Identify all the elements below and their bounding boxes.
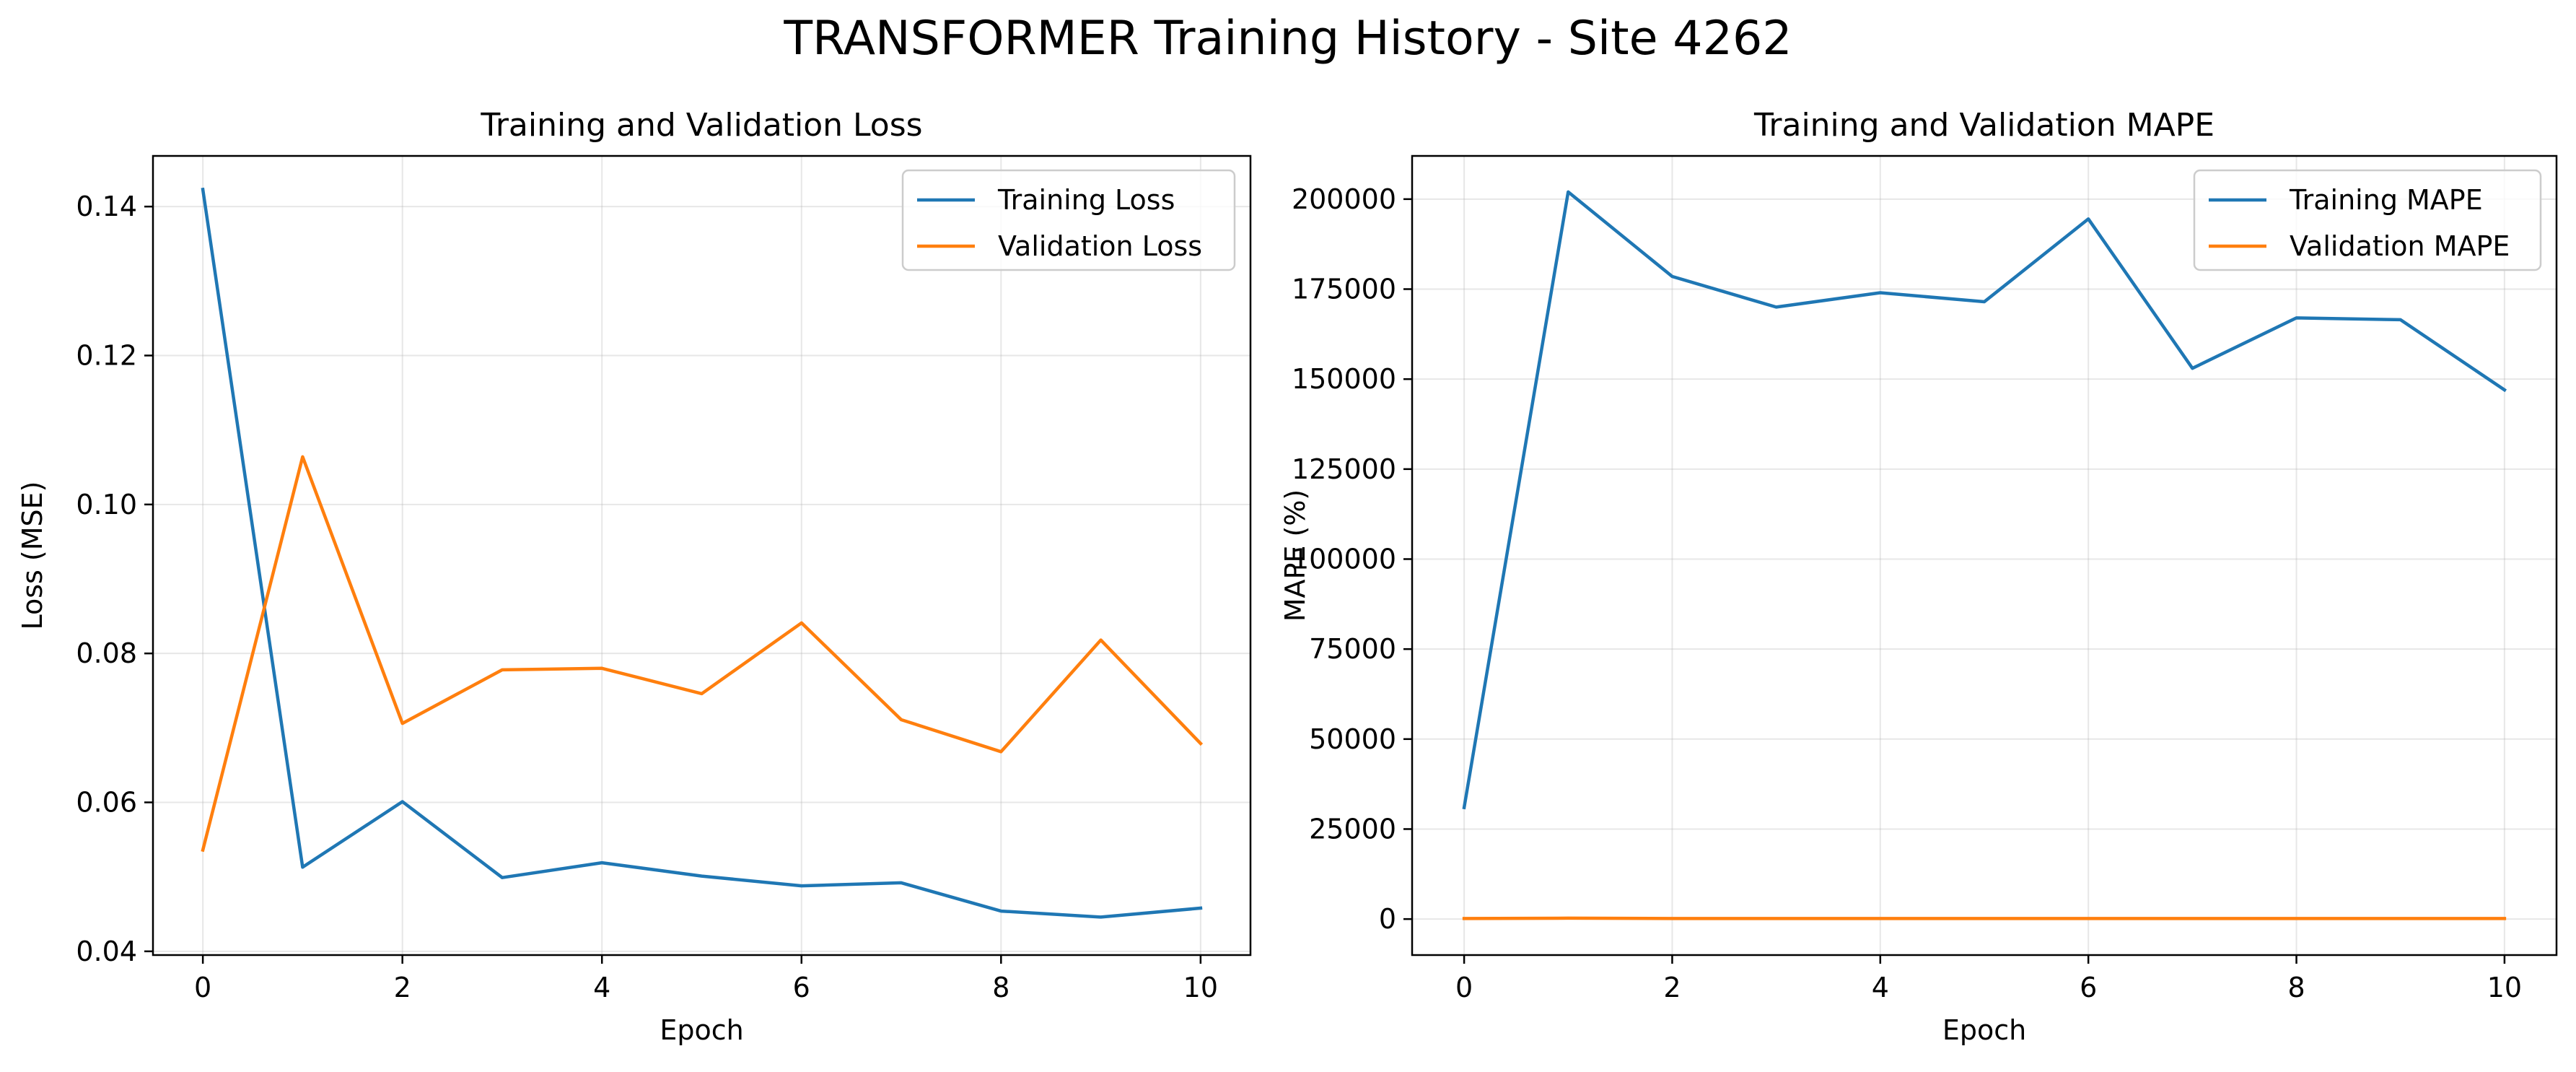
y-tick-label: 25000	[1309, 813, 1396, 845]
y-tick-label: 175000	[1292, 274, 1396, 305]
y-tick-label: 150000	[1292, 363, 1396, 395]
y-axis-label: Loss (MSE)	[17, 481, 48, 630]
figure-title: TRANSFORMER Training History - Site 4262	[783, 12, 1792, 66]
y-tick-label: 125000	[1292, 453, 1396, 485]
series-line-training-mape	[1462, 190, 2507, 810]
x-tick-label: 10	[2487, 972, 2522, 1003]
panel-title: Training and Validation Loss	[480, 107, 922, 144]
y-tick-label: 0.04	[76, 936, 137, 967]
legend-label: Validation MAPE	[2290, 230, 2510, 262]
y-tick-label: 0.06	[76, 787, 137, 819]
x-axis-label: Epoch	[1942, 1014, 2026, 1046]
x-tick-label: 2	[1663, 972, 1681, 1003]
x-tick-label: 0	[194, 972, 211, 1003]
y-tick-label: 0.12	[76, 339, 137, 371]
x-tick-label: 4	[593, 972, 610, 1003]
legend-box	[901, 169, 1236, 271]
y-tick-label: 0	[1379, 903, 1396, 935]
series-line-validation-mape	[1462, 916, 2507, 920]
legend-label: Training MAPE	[2289, 184, 2483, 216]
legend: Training MAPE Validation MAPE	[2193, 169, 2542, 271]
x-tick-label: 10	[1183, 972, 1218, 1003]
y-tick-label: 0.08	[76, 637, 137, 669]
y-tick-label: 50000	[1309, 723, 1396, 755]
x-tick-label: 6	[793, 972, 810, 1003]
x-axis-label: Epoch	[660, 1014, 743, 1046]
legend-box	[2193, 169, 2542, 271]
plot-frame	[1411, 154, 2558, 956]
panel-2: 0 2 4 6 8 10 0 25000 50000 75000 100000 125000 15000…	[1279, 107, 2558, 1046]
x-tick-label: 2	[394, 972, 411, 1003]
series-line-validation-loss	[201, 455, 1204, 853]
x-tick-label: 8	[992, 972, 1009, 1003]
charts-container: 0 2 4 6 8 10 0.04 0.06 0.08 0.10 0.12 0.14 Training …	[17, 107, 2558, 1046]
legend-label: Training Loss	[997, 184, 1175, 216]
plot-frame	[152, 154, 1252, 956]
x-tick-label: 0	[1455, 972, 1473, 1003]
y-tick-label: 200000	[1292, 183, 1396, 215]
y-tick-label: 0.10	[76, 489, 137, 520]
y-axis-label: MAPE (%)	[1279, 489, 1311, 622]
legend: Training Loss Validation Loss	[901, 169, 1236, 271]
panel-title: Training and Validation MAPE	[1753, 107, 2214, 144]
x-tick-label: 6	[2080, 972, 2097, 1003]
x-tick-label: 8	[2287, 972, 2305, 1003]
series-line-training-loss	[201, 187, 1203, 919]
legend-label: Validation Loss	[998, 230, 1202, 262]
y-tick-label: 100000	[1292, 543, 1396, 575]
y-tick-label: 75000	[1309, 633, 1396, 665]
y-tick-label: 0.14	[76, 191, 137, 222]
x-tick-label: 4	[1872, 972, 1889, 1003]
panel-1: 0 2 4 6 8 10 0.04 0.06 0.08 0.10 0.12 0.14 Training …	[17, 107, 1252, 1046]
